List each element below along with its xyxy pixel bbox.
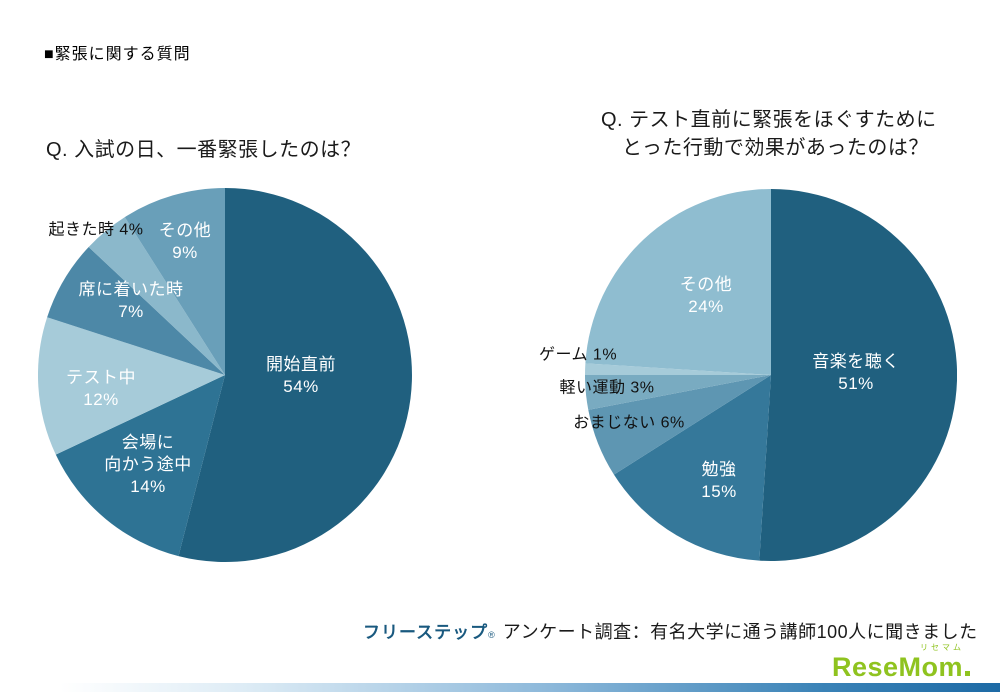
pie-slice-勉強 <box>613 375 771 561</box>
slice-label-music: 音楽を聴く 51% <box>812 351 900 393</box>
pie-slice-軽い運動 <box>585 375 771 410</box>
resemom-logo: リセマム ReseMom <box>832 644 970 681</box>
left-pie-chart: 開始直前 54% 会場に 向かう途中 14% テスト中 12% 席に着いた時 7… <box>38 188 412 562</box>
slice-label-other: その他 24% <box>679 274 733 316</box>
right-chart-title-line2: とった行動で効果があったのは？ <box>622 137 929 159</box>
slice-label-game: ゲーム 1% <box>538 346 618 364</box>
footer-caption-row: フリーステップ ® アンケート調査：有名大学に通う講師100人に聞きました <box>363 618 978 644</box>
survey-caption: アンケート調査：有名大学に通う講師100人に聞きました <box>502 622 978 642</box>
resemom-ruby: リセマム <box>920 643 964 652</box>
slice-label-study: 勉強 15% <box>701 459 737 501</box>
slice-label-other: その他 9% <box>158 220 212 262</box>
pie-slice-起きた時 <box>88 217 225 375</box>
right-pie-svg <box>585 189 957 561</box>
slice-label-seated: 席に着いた時 7% <box>78 279 184 321</box>
right-chart-title-line1: Q. テスト直前に緊張をほぐすために <box>601 109 937 131</box>
freestep-logo: フリーステップ <box>363 623 489 642</box>
pie-slice-開始直前 <box>178 188 412 562</box>
slice-label-charm: おまじない 6% <box>573 414 685 432</box>
pie-slice-テスト中 <box>38 317 225 455</box>
pie-slice-席に着いた時 <box>47 246 225 375</box>
left-pie-svg <box>38 188 412 562</box>
right-chart-title: Q. テスト直前に緊張をほぐすために とった行動で効果があったのは？ <box>601 106 937 162</box>
bottom-gradient-bar <box>0 683 1000 692</box>
section-header: ■緊張に関する質問 <box>44 46 191 63</box>
resemom-wordmark: ReseMom <box>831 652 963 682</box>
slice-label-venue: 会場に 向かう途中 14% <box>104 432 192 497</box>
slice-label-wake: 起きた時 4% <box>48 221 144 239</box>
resemom-dot <box>965 671 970 676</box>
pie-slice-音楽を聴く <box>759 189 957 561</box>
pie-slice-その他 <box>124 188 225 375</box>
slice-label-during: テスト中 12% <box>66 367 136 409</box>
pie-slice-その他 <box>585 189 771 375</box>
right-pie-chart: 音楽を聴く 51% 勉強 15% その他 24% ゲーム 1% 軽い運動 3% … <box>539 189 957 561</box>
slice-label-exercise: 軽い運動 3% <box>559 379 655 397</box>
slice-label-start: 開始直前 54% <box>266 354 336 396</box>
pie-slice-ゲーム <box>585 363 771 375</box>
pie-slice-会場に向かう途中 <box>55 375 225 557</box>
pie-slice-おまじない <box>588 375 771 475</box>
registered-mark: ® <box>488 630 495 640</box>
left-chart-title: Q. 入試の日、一番緊張したのは？ <box>46 139 362 161</box>
